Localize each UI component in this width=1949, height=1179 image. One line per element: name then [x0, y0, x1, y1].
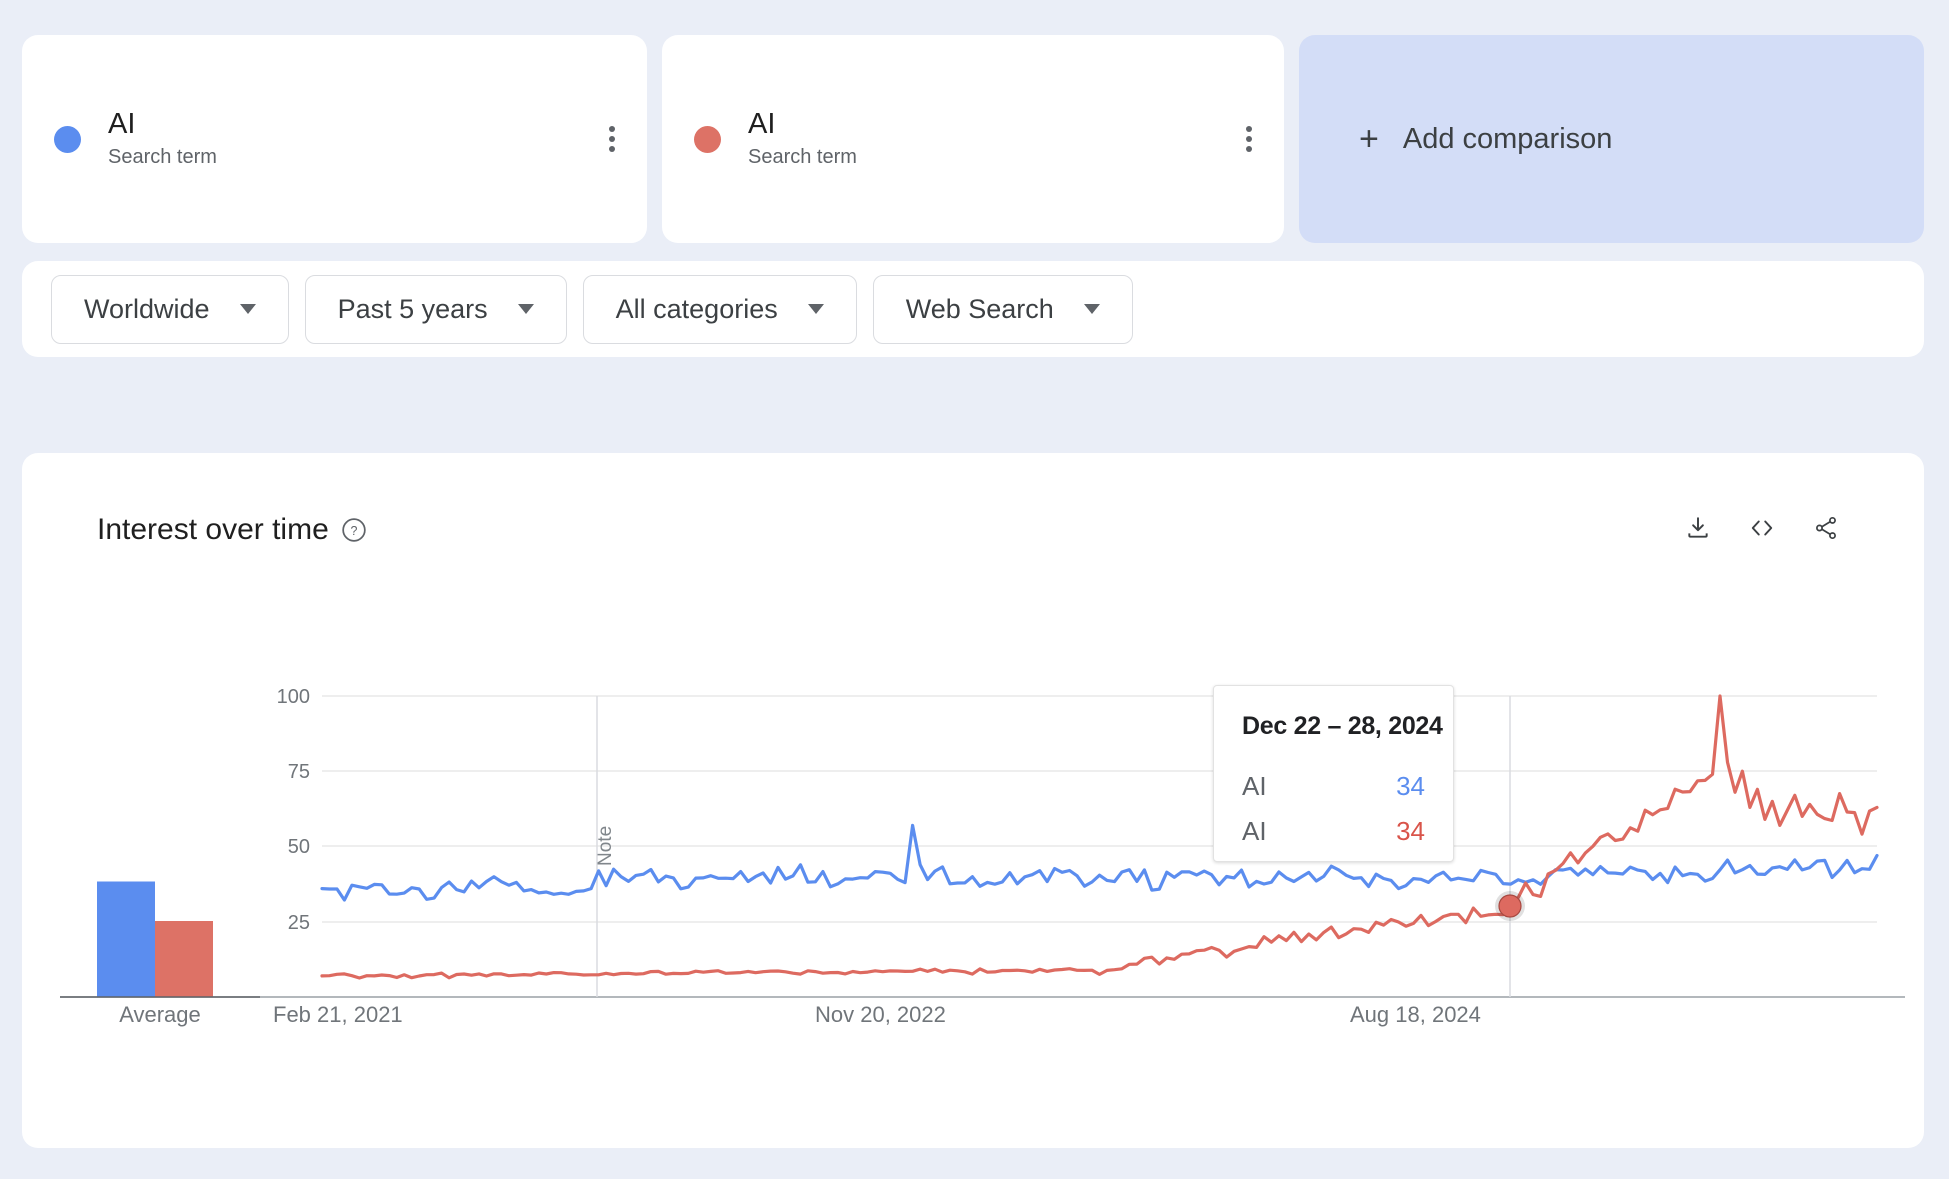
svg-text:Note: Note — [595, 826, 616, 866]
svg-text:Average: Average — [119, 1002, 201, 1027]
svg-text:25: 25 — [288, 912, 310, 934]
svg-text:100: 100 — [277, 686, 310, 708]
svg-text:75: 75 — [288, 761, 310, 783]
svg-text:Feb 21, 2021: Feb 21, 2021 — [273, 1002, 403, 1027]
svg-text:Aug 18, 2024: Aug 18, 2024 — [1350, 1002, 1481, 1027]
svg-text:50: 50 — [288, 836, 310, 858]
svg-text:Nov 20, 2022: Nov 20, 2022 — [815, 1002, 946, 1027]
